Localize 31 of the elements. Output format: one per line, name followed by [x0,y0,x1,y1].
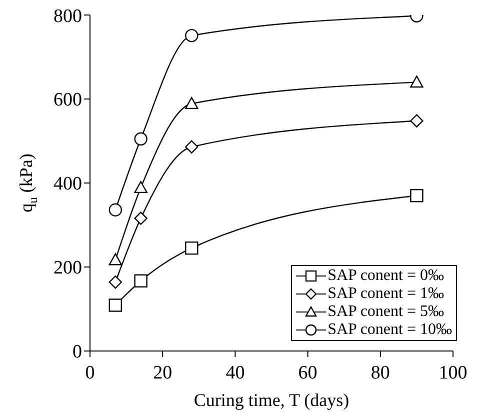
legend-label: SAP conent = 1‰ [328,285,444,303]
x-tick-label: 20 [153,362,172,384]
x-tick-label: 40 [226,362,245,384]
y-tick-label: 400 [54,174,82,195]
y-tick-label: 800 [54,6,82,27]
point [185,140,198,154]
point [410,114,424,128]
legend-label: SAP conent = 10‰ [328,321,452,339]
x-tick-label: 80 [370,362,390,384]
x-tick-label: 0 [85,362,95,384]
x-tick-label: 60 [298,362,318,384]
point [134,212,148,225]
y-tick-label: 600 [54,90,82,111]
point [108,276,122,289]
legend-label: SAP conent = 5‰ [328,303,444,321]
point [108,253,122,266]
point [134,181,148,194]
y-tick-label: 0 [72,342,82,363]
point [108,203,122,216]
x-tick-label: 100 [438,362,468,384]
legend-label: SAP conent = 0‰ [328,267,444,285]
point [410,76,424,88]
point [185,242,198,255]
x-axis-title: Curing time, T (days) [194,390,350,410]
y-tick-label: 200 [54,258,82,279]
point [410,189,424,202]
point [134,274,148,288]
point [134,132,148,146]
point [108,298,122,312]
point [185,97,198,110]
point [185,28,198,42]
